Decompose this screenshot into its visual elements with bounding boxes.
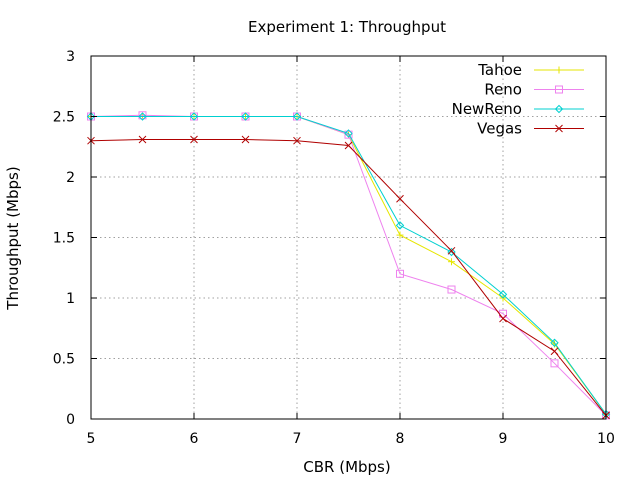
series-vegas — [87, 135, 610, 420]
series-tahoe — [87, 113, 610, 418]
data-point-reno — [447, 285, 456, 294]
data-point-vegas — [396, 194, 404, 203]
series-newreno — [86, 112, 611, 419]
legend-marker — [555, 66, 563, 74]
legend-label: Tahoe — [477, 61, 522, 79]
data-point-vegas — [293, 136, 301, 145]
data-point-newreno — [395, 221, 405, 230]
series-line-vegas — [90, 139, 607, 416]
data-point-newreno — [241, 112, 250, 121]
grid-lines — [91, 56, 606, 419]
data-series — [86, 111, 611, 420]
y-tick-label: 2.5 — [53, 110, 75, 126]
legend-entry-vegas: Vegas — [477, 120, 584, 138]
data-point-newreno — [498, 290, 508, 299]
legend-entry-reno: Reno — [484, 81, 584, 99]
data-point-reno — [550, 359, 559, 368]
data-point-vegas — [241, 135, 250, 144]
y-tick-label: 2 — [66, 170, 75, 186]
x-tick-label: 6 — [190, 431, 199, 447]
series-reno — [87, 111, 610, 420]
data-point-newreno — [447, 247, 456, 257]
y-tick-label: 0 — [66, 412, 75, 428]
chart-title: Experiment 1: Throughput — [248, 18, 446, 36]
x-tick-label: 9 — [499, 431, 508, 447]
data-point-vegas — [344, 141, 353, 150]
legend-marker — [555, 85, 563, 94]
x-tick-label: 8 — [396, 431, 405, 447]
data-point-vegas — [138, 135, 147, 144]
y-tick-label: 1 — [66, 291, 75, 307]
x-tick-label: 10 — [597, 431, 615, 447]
data-point-vegas — [550, 347, 559, 356]
y-tick-label: 1.5 — [53, 231, 75, 247]
legend-entry-tahoe: Tahoe — [477, 61, 584, 79]
series-line-reno — [90, 114, 607, 416]
y-tick-label: 0.5 — [53, 352, 75, 368]
data-point-vegas — [190, 135, 198, 144]
legend-label: Vegas — [477, 120, 522, 138]
legend-marker — [555, 124, 563, 133]
data-point-vegas — [499, 314, 507, 323]
y-axis-label: Throughput (Mbps) — [4, 166, 22, 310]
data-point-newreno — [292, 112, 302, 121]
data-point-tahoe — [396, 231, 404, 239]
data-point-vegas — [447, 246, 456, 255]
legend-entry-newreno: NewReno — [452, 100, 584, 118]
data-point-tahoe — [448, 258, 455, 266]
x-tick-label: 5 — [87, 431, 96, 447]
series-line-tahoe — [91, 116, 607, 415]
data-point-newreno — [138, 112, 147, 121]
legend-marker — [554, 104, 564, 114]
data-point-reno — [396, 269, 404, 278]
series-line-newreno — [91, 116, 607, 415]
y-tick-label: 3 — [66, 49, 75, 65]
data-point-newreno — [344, 129, 353, 138]
x-axis-label: CBR (Mbps) — [303, 458, 390, 476]
legend-label: NewReno — [452, 100, 522, 118]
x-tick-label: 7 — [293, 431, 302, 447]
data-point-reno — [344, 130, 353, 139]
legend-label: Reno — [484, 81, 522, 99]
data-point-newreno — [550, 338, 559, 347]
data-point-reno — [138, 111, 147, 120]
axis-ticks: 5 6 7 8 9 10 0 0.5 1 1.5 2 2.5 3 — [53, 49, 615, 447]
data-point-newreno — [189, 112, 199, 121]
